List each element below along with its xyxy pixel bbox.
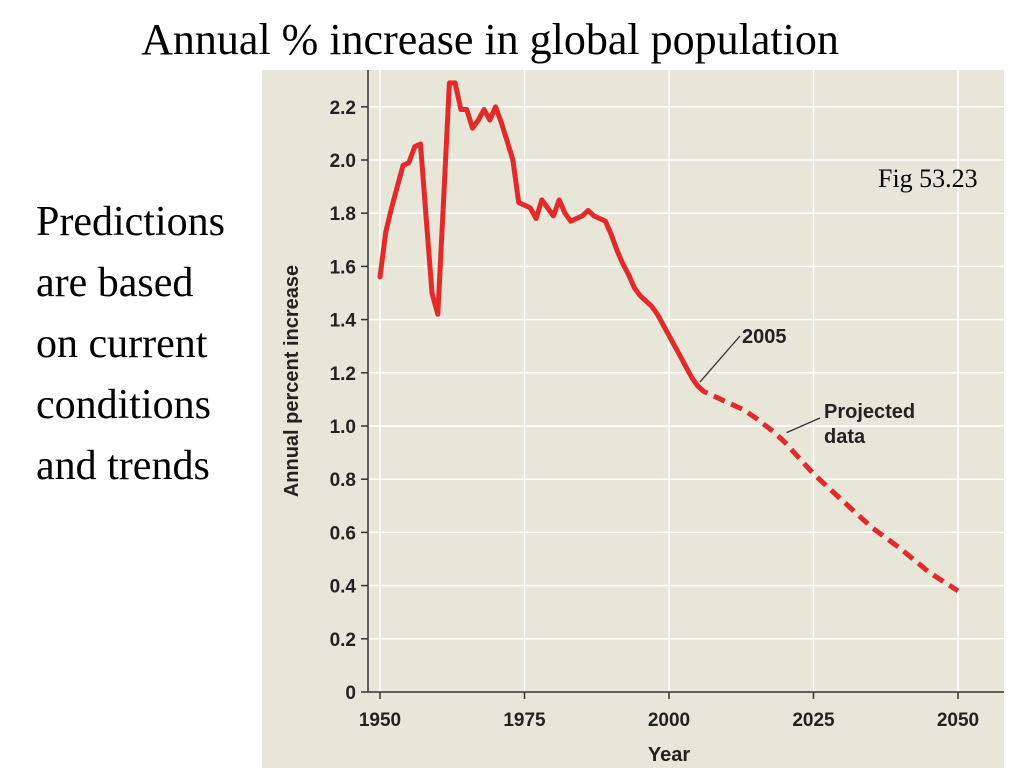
figure-reference: Fig 53.23 [878,164,978,193]
annotation-leader [699,335,741,383]
x-tick-label: 1975 [503,710,546,731]
x-axis-title: Year [648,744,690,766]
plot-background [262,70,1004,768]
prediction-note-line: Predictions [36,199,225,245]
prediction-note-line: conditions [36,382,211,428]
y-axis-title: Annual percent increase [281,265,303,497]
y-tick-label: 1.8 [330,204,356,225]
y-tick-label: 2.2 [330,98,356,119]
y-tick-label: 1.0 [330,417,356,438]
y-tick-label: 0 [345,683,356,704]
y-tick-label: 1.4 [330,311,357,332]
x-tick-label: 1950 [359,710,401,731]
y-tick-label: 2.0 [330,151,356,172]
prediction-note-line: and trends [36,443,210,489]
y-tick-label: 1.2 [330,364,356,385]
grid-lines [368,70,1004,692]
y-tick-label: 0.2 [330,630,356,651]
prediction-note: Predictions are based on current conditi… [36,192,266,497]
annotation-label: 2005 [742,326,787,348]
historical-series-line [377,80,701,389]
y-tick-label: 0.4 [330,577,357,598]
annotations: 2005 Projected data [699,326,915,448]
slide-title: Annual % increase in global population [141,15,839,64]
y-tick-label: 0.6 [330,523,356,544]
annotation-label: Projected [824,401,915,423]
prediction-note-line: on current [36,321,208,367]
annotation-leader [786,417,821,434]
annotation-label: data [824,426,866,448]
projected-series-line [696,384,960,594]
prediction-note-line: are based [36,260,194,306]
y-tick-label: 1.6 [330,257,356,278]
x-tick-label: 2025 [792,710,835,731]
y-tick-label: 0.8 [330,470,356,491]
x-tick-label: 2000 [648,710,690,731]
x-tick-label: 2050 [937,710,979,731]
series-group [377,80,960,594]
axes: 0 0.2 0.4 0.6 0.8 1.0 1.2 1.4 1.6 1.8 2.0 2.2 1950 19… [330,70,1004,731]
